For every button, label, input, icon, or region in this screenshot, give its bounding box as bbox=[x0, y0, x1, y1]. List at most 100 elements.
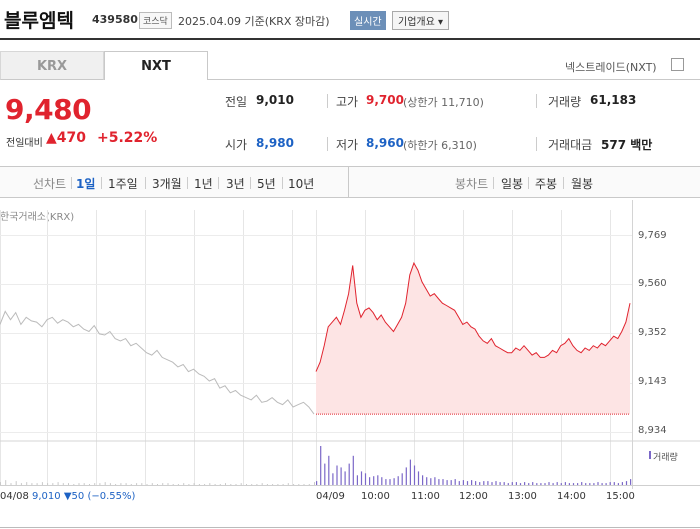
volume-bar bbox=[141, 483, 143, 486]
volume-legend-icon bbox=[649, 451, 651, 459]
volume-bar bbox=[593, 483, 595, 486]
volume-bar bbox=[109, 483, 111, 486]
volume-bar bbox=[577, 483, 579, 486]
y-tick-label: 9,352 bbox=[638, 327, 667, 338]
candle-chart-label[interactable]: 봉차트 bbox=[455, 177, 489, 191]
volume-bar bbox=[417, 471, 420, 485]
line-chart-label[interactable]: 선차트 bbox=[33, 177, 67, 191]
period-3y[interactable]: 3년 bbox=[226, 177, 245, 191]
prev-day-line bbox=[0, 310, 315, 415]
volume-bar bbox=[172, 484, 174, 485]
y-tick-label: 8,934 bbox=[638, 425, 667, 436]
volume-bar bbox=[15, 481, 17, 485]
volume-bar bbox=[503, 482, 505, 485]
volume-bar bbox=[377, 475, 379, 486]
volume-bar bbox=[373, 476, 375, 485]
stock-header: 블루엠텍 439580 코스닥 2025.04.09 기준(KRX 장마감) 실… bbox=[0, 0, 700, 40]
volume-bar bbox=[320, 446, 322, 485]
volume-bar bbox=[83, 483, 85, 486]
candle-monthly[interactable]: 월봉 bbox=[571, 177, 594, 191]
volume-bar bbox=[157, 484, 158, 485]
candle-daily[interactable]: 일봉 bbox=[501, 177, 524, 191]
period-divider bbox=[250, 177, 251, 189]
x-tick-label: 11:00 bbox=[411, 491, 440, 502]
volume-bar bbox=[162, 483, 164, 486]
period-divider bbox=[563, 177, 564, 189]
y-tick-label: 9,769 bbox=[638, 230, 667, 241]
nextrade-label: 넥스트레이드(NXT) bbox=[565, 61, 657, 74]
volume-bar bbox=[601, 483, 603, 486]
candle-weekly[interactable]: 주봉 bbox=[535, 177, 558, 191]
volume-bar bbox=[413, 465, 416, 485]
tab-krx[interactable]: KRX bbox=[0, 51, 104, 80]
volume-bar bbox=[405, 467, 407, 485]
period-bar: 선차트 1일 1주일 3개월 1년 3년 5년 10년 봉차트 일봉 주봉 월봉 bbox=[0, 166, 700, 198]
volume-bar bbox=[446, 480, 448, 485]
volume-bar bbox=[479, 482, 481, 485]
volume-bar bbox=[26, 482, 28, 485]
volume-bar bbox=[568, 483, 570, 486]
period-10y[interactable]: 10년 bbox=[288, 177, 315, 191]
volume-bar bbox=[303, 484, 305, 485]
volume-bar bbox=[454, 479, 456, 485]
volume-bar bbox=[94, 483, 96, 486]
volume-bar bbox=[544, 483, 546, 486]
realtime-badge[interactable]: 실시간 bbox=[350, 11, 386, 30]
volume-bar bbox=[219, 484, 221, 485]
volume-bar bbox=[332, 473, 334, 485]
prev-close-label: 전일 bbox=[225, 95, 248, 109]
period-divider bbox=[218, 177, 219, 189]
y-tick-label: 9,560 bbox=[638, 278, 667, 289]
volume-bar bbox=[532, 482, 534, 485]
period-3m[interactable]: 3개월 bbox=[152, 177, 182, 191]
period-1y[interactable]: 1년 bbox=[194, 177, 213, 191]
period-1d[interactable]: 1일 bbox=[76, 177, 96, 191]
volume-bar bbox=[524, 482, 526, 485]
volume-bar bbox=[5, 480, 7, 485]
volume-bar bbox=[193, 483, 195, 486]
tab-divider bbox=[208, 79, 700, 80]
price-change: ▲470 bbox=[46, 130, 86, 146]
volume-bar bbox=[336, 465, 338, 485]
period-1w[interactable]: 1주일 bbox=[108, 177, 138, 191]
current-price: 9,480 bbox=[5, 93, 92, 126]
today-price-line bbox=[315, 261, 631, 372]
volume-bar bbox=[515, 482, 517, 485]
volume-bar bbox=[617, 483, 619, 486]
prev-close-value: 9,010 bbox=[256, 93, 294, 107]
x-tick-label: 10:00 bbox=[361, 491, 390, 502]
volume-bar bbox=[177, 484, 179, 485]
period-divider bbox=[282, 177, 283, 189]
upper-limit: (상한가 11,710) bbox=[403, 96, 484, 109]
volume-bar bbox=[589, 483, 591, 486]
tab-nxt[interactable]: NXT bbox=[104, 51, 208, 80]
volume-bar bbox=[397, 476, 399, 485]
volume-bar bbox=[204, 484, 206, 485]
company-overview-button[interactable]: 기업개요 ▾ bbox=[392, 11, 449, 30]
prev-day-change: ▼50 bbox=[63, 491, 85, 502]
amount-value: 577 백만 bbox=[601, 138, 653, 152]
volume-bar bbox=[120, 483, 122, 486]
stock-code: 439580 bbox=[92, 13, 138, 26]
period-5y[interactable]: 5년 bbox=[257, 177, 276, 191]
period-divider bbox=[187, 177, 188, 189]
volume-bar bbox=[340, 467, 342, 485]
volume-bar bbox=[287, 483, 289, 486]
nextrade-checkbox[interactable] bbox=[671, 58, 684, 71]
price-chart[interactable] bbox=[0, 200, 700, 529]
volume-bar bbox=[426, 477, 428, 485]
volume-bar bbox=[167, 483, 169, 486]
low-label: 저가 bbox=[336, 138, 359, 152]
volume-bar bbox=[430, 478, 432, 485]
volume-bar bbox=[613, 482, 615, 485]
volume-bar bbox=[225, 483, 226, 486]
volume-bar bbox=[466, 481, 469, 485]
volume-bar bbox=[495, 481, 497, 485]
volume-bar bbox=[183, 483, 185, 486]
open-value: 8,980 bbox=[256, 136, 294, 150]
volume-bar bbox=[560, 483, 562, 486]
volume-bar bbox=[519, 483, 522, 486]
prev-day-close: 9,010 bbox=[32, 491, 61, 502]
amount-label: 거래대금 bbox=[548, 138, 593, 152]
volume-bar bbox=[31, 483, 33, 486]
